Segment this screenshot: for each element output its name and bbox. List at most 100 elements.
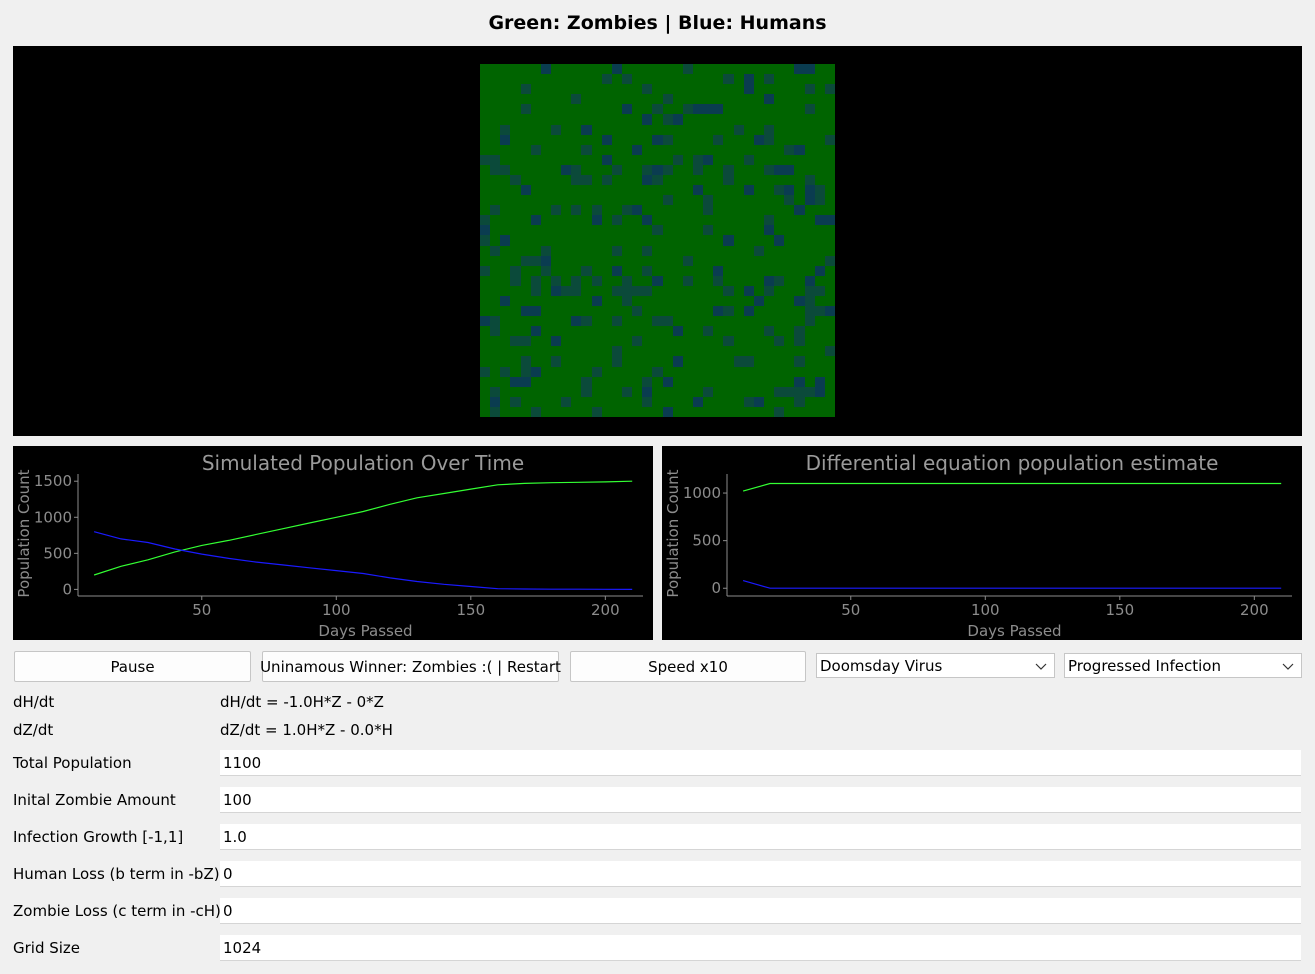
grid-cell [794, 235, 805, 246]
grid-cell [591, 255, 602, 266]
chart-title: Differential equation population estimat… [806, 451, 1219, 475]
grid-cell [510, 114, 521, 125]
grid-cell [571, 205, 582, 216]
grid-cell [682, 376, 693, 387]
grid-cell [601, 265, 612, 276]
grid-cell [764, 336, 775, 347]
grid-cell [764, 275, 775, 286]
grid-cell [733, 295, 744, 307]
grid-cell [733, 245, 744, 256]
grid-cell [703, 285, 714, 296]
grid-cell [642, 134, 653, 145]
grid-cell [561, 104, 572, 115]
grid-cell [723, 275, 734, 286]
grid-cell [520, 356, 531, 367]
grid-cell [622, 144, 633, 155]
total-population-field[interactable] [220, 750, 1301, 776]
grid-cell [713, 265, 724, 276]
grid-cell [642, 94, 653, 105]
grid-cell [571, 346, 582, 357]
grid-cell [733, 174, 744, 186]
grid-cell [693, 205, 704, 216]
grid-cell [601, 124, 612, 135]
grid-cell [530, 376, 541, 387]
restart-button[interactable]: Uninamous Winner: Zombies :( | Restart [260, 651, 561, 682]
grid-cell [530, 114, 541, 125]
grid-cell [561, 255, 572, 266]
grid-cell [814, 215, 825, 226]
grid-cell [500, 215, 511, 226]
grid-cell [642, 255, 653, 266]
grid-cell [500, 366, 511, 377]
grid-cell [581, 406, 592, 417]
grid-cell [500, 275, 511, 286]
grid-cell [561, 114, 572, 125]
grid-cell [520, 225, 531, 236]
grid-cell [551, 205, 562, 216]
human-loss-field[interactable] [220, 861, 1301, 887]
grid-cell [713, 74, 724, 85]
grid-cell [794, 386, 805, 397]
grid-cell [601, 406, 612, 417]
grid-cell [581, 235, 592, 246]
x-tick-label: 50 [841, 601, 860, 619]
grid-cell [510, 94, 521, 105]
grid-cell [794, 306, 805, 317]
grid-cell [814, 255, 825, 266]
grid-cell [591, 104, 602, 115]
grid-cell [703, 84, 714, 95]
pause-button[interactable]: Pause [14, 651, 251, 682]
grid-cell [520, 74, 531, 85]
grid-cell [540, 74, 551, 85]
grid-cell [733, 235, 744, 246]
zombie-loss-field[interactable] [220, 898, 1301, 924]
grid-cell [753, 185, 764, 196]
grid-cell [652, 144, 663, 155]
grid-cell [784, 164, 795, 175]
grid-cell [713, 245, 724, 256]
grid-cell [500, 336, 511, 347]
grid-cell [480, 346, 491, 357]
grid-cell [733, 346, 744, 357]
grid-cell [703, 326, 714, 337]
grid-cell [753, 306, 764, 317]
grid-cell [622, 336, 633, 347]
grid-cell [794, 144, 805, 155]
grid-cell [662, 104, 673, 115]
grid-cell [520, 114, 531, 125]
grid-cell [591, 265, 602, 276]
grid-cell [520, 174, 531, 186]
grid-cell [784, 134, 795, 145]
grid-cell [703, 406, 714, 417]
y-tick-label: 0 [711, 579, 721, 597]
grid-cell [794, 134, 805, 145]
grid-cell [703, 366, 714, 377]
grid-cell [632, 124, 643, 135]
initial-zombie-field[interactable] [220, 787, 1301, 813]
grid-cell [682, 356, 693, 367]
grid-cell [490, 406, 501, 417]
grid-cell [540, 185, 551, 196]
grid-cell [561, 215, 572, 226]
simulation-grid [480, 64, 835, 417]
speed-button[interactable]: Speed x10 [570, 651, 806, 682]
grid-cell [753, 164, 764, 175]
grid-cell [571, 114, 582, 125]
grid-cell [723, 185, 734, 196]
grid-size-field[interactable] [220, 935, 1301, 961]
grid-cell [693, 104, 704, 115]
grid-cell [824, 366, 835, 377]
grid-cell [672, 275, 683, 286]
grid-cell [540, 376, 551, 387]
infection-select[interactable]: Progressed Infection [1064, 653, 1302, 678]
grid-cell [622, 245, 633, 256]
grid-cell [480, 255, 491, 266]
grid-cell [723, 195, 734, 206]
infection-growth-field[interactable] [220, 824, 1301, 850]
grid-cell [642, 144, 653, 155]
grid-cell [642, 285, 653, 296]
grid-cell [804, 406, 815, 417]
virus-select[interactable]: Doomsday Virus [816, 653, 1055, 678]
grid-cell [510, 295, 521, 307]
grid-cell [500, 114, 511, 125]
